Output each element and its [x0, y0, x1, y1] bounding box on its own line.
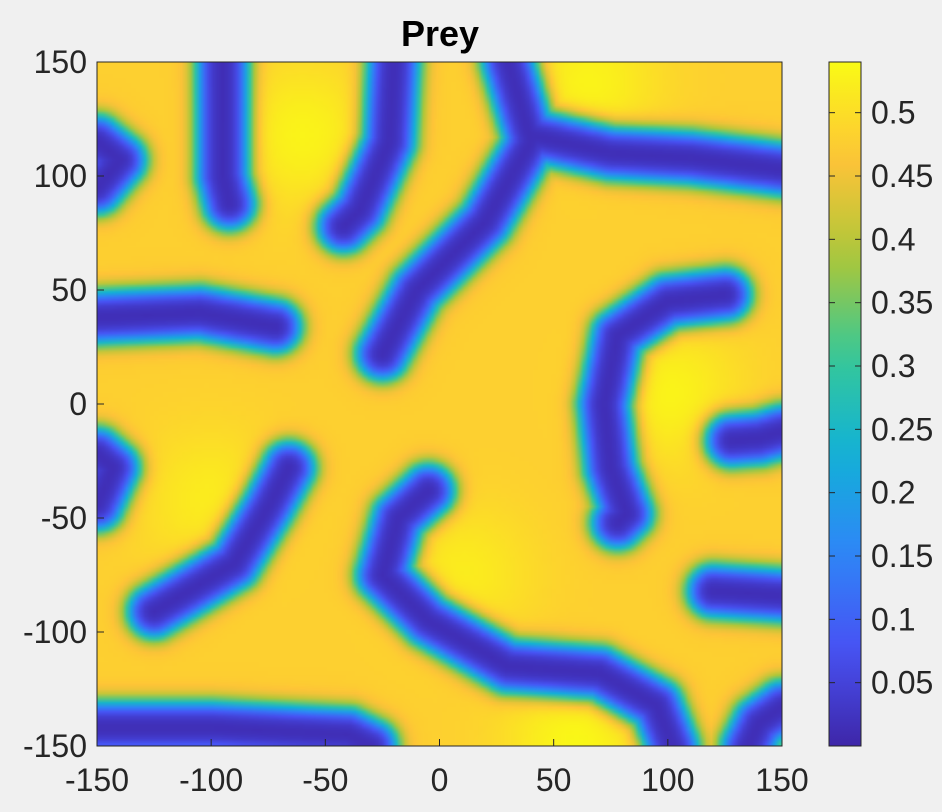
colorbar: 0.05 0.1 0.15 0.2 0.25 0.3 0.35 0.4 0.45 0.5 [828, 61, 933, 747]
colorbar-ticks: 0.05 0.1 0.15 0.2 0.25 0.3 0.35 0.4 0.45 0.5 [829, 95, 933, 701]
colorbar-tick-label: 0.15 [871, 538, 933, 574]
y-tick-label: 100 [34, 158, 87, 194]
colorbar-tick-label: 0.5 [871, 95, 915, 131]
x-tick-label: -100 [179, 762, 243, 798]
colorbar-tick-label: 0.45 [871, 158, 933, 194]
colorbar-tick-label: 0.2 [871, 475, 915, 511]
colorbar-tick-label: 0.25 [871, 411, 933, 447]
y-tick-label: -100 [23, 614, 87, 650]
colorbar-tick-label: 0.3 [871, 348, 915, 384]
y-tick-label: -150 [23, 728, 87, 764]
chart-title: Prey [401, 13, 479, 54]
y-tick-label: -50 [41, 500, 87, 536]
colorbar-tick-label: 0.1 [871, 601, 915, 637]
x-tick-label: 50 [536, 762, 572, 798]
colorbar-tick-label: 0.35 [871, 285, 933, 321]
heatmap-field [97, 62, 782, 746]
colorbar-gradient [829, 62, 861, 746]
x-tick-label: 100 [641, 762, 694, 798]
x-tick-label: 150 [755, 762, 808, 798]
colorbar-tick-label: 0.05 [871, 665, 933, 701]
heatmap-image [97, 62, 782, 746]
y-tick-label: 150 [34, 44, 87, 80]
x-tick-label: -150 [65, 762, 129, 798]
y-axis: -150 -100 -50 0 50 100 150 [23, 44, 104, 764]
x-tick-label: -50 [302, 762, 348, 798]
y-tick-label: 50 [51, 272, 87, 308]
colorbar-tick-label: 0.4 [871, 221, 915, 257]
y-tick-label: 0 [69, 386, 87, 422]
x-axis: -150 -100 -50 0 50 100 150 [65, 739, 809, 798]
colorbar-frame [828, 61, 862, 747]
x-tick-label: 0 [431, 762, 449, 798]
